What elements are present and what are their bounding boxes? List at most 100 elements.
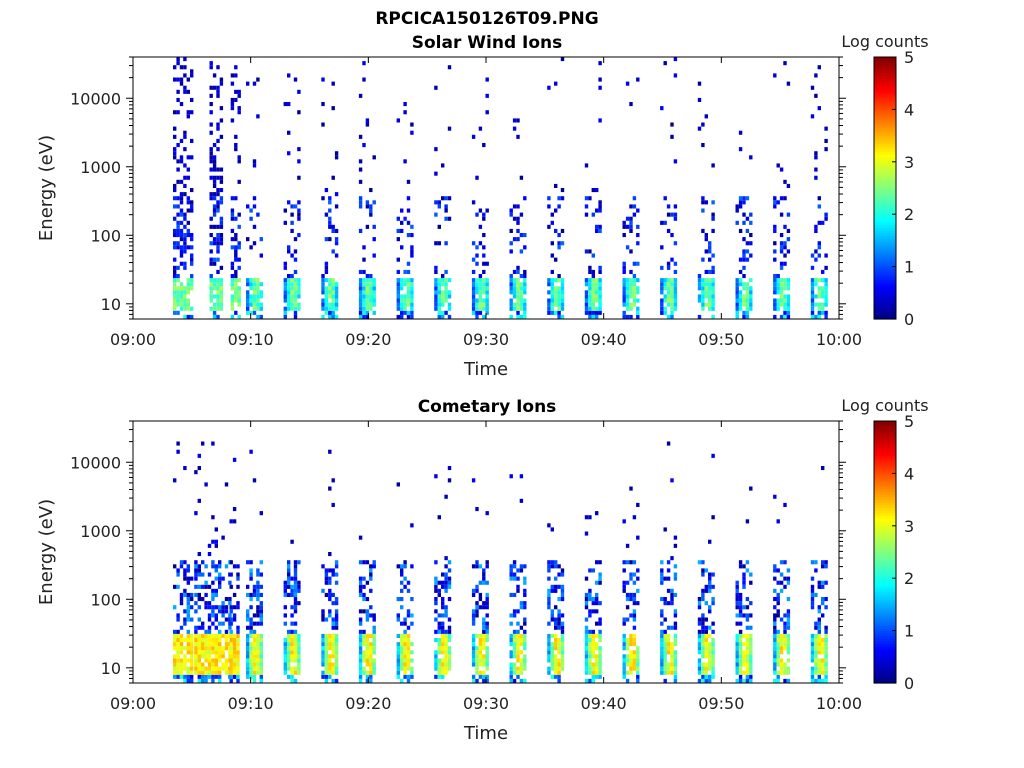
- spectrogram-cell: [234, 147, 238, 152]
- spectrogram-cell: [701, 646, 705, 651]
- spectrogram-cell: [214, 642, 218, 647]
- spectrogram-cell: [591, 638, 595, 643]
- spectrogram-cell: [331, 228, 335, 233]
- spectrogram-cell: [324, 592, 329, 597]
- spectrogram-cell: [786, 670, 791, 675]
- spectrogram-cell: [554, 662, 558, 667]
- spectrogram-cell: [786, 314, 791, 319]
- spectrogram-cell: [673, 592, 678, 597]
- colorbar-step: [874, 261, 896, 265]
- spectrogram-cell: [817, 290, 821, 295]
- spectrogram-cell: [252, 163, 257, 168]
- spectrogram-cell: [362, 576, 366, 581]
- spectrogram-cell: [437, 515, 441, 520]
- spectrogram-cell: [595, 282, 599, 287]
- spectrogram-cell: [358, 204, 363, 209]
- spectrogram-cell: [221, 613, 225, 618]
- spectrogram-cell: [403, 110, 407, 115]
- spectrogram-cell: [221, 654, 225, 659]
- spectrogram-cell: [773, 204, 777, 209]
- spectrogram-cell: [824, 560, 828, 565]
- spectrogram-cell: [598, 654, 602, 659]
- spectrogram-cell: [560, 613, 565, 618]
- spectrogram-cell: [396, 314, 400, 319]
- spectrogram-cell: [749, 658, 753, 663]
- colorbar-step: [874, 271, 896, 276]
- spectrogram-cell: [779, 233, 784, 238]
- spectrogram-cell: [209, 257, 213, 262]
- spectrogram-cell: [249, 568, 253, 573]
- spectrogram-cell: [697, 678, 702, 683]
- spectrogram-cell: [516, 310, 520, 315]
- spectrogram-cell: [283, 265, 287, 270]
- spectrogram-cell: [334, 228, 339, 233]
- spectrogram-cell: [186, 302, 190, 307]
- spectrogram-cell: [598, 601, 602, 606]
- spectrogram-cell: [554, 81, 558, 86]
- spectrogram-cell: [173, 257, 177, 262]
- spectrogram-cell: [321, 654, 325, 659]
- spectrogram-cell: [219, 237, 224, 242]
- spectrogram-cell: [362, 633, 366, 638]
- spectrogram-cell: [237, 106, 241, 111]
- spectrogram-cell: [197, 638, 201, 643]
- spectrogram-cell: [701, 302, 705, 307]
- spectrogram-cell: [588, 670, 592, 675]
- spectrogram-cell: [475, 278, 479, 283]
- spectrogram-cell: [186, 167, 190, 172]
- spectrogram-cell: [369, 208, 373, 213]
- spectrogram-cell: [400, 597, 404, 602]
- spectrogram-cell: [293, 564, 298, 569]
- spectrogram-cell: [666, 298, 671, 303]
- y-tick-label: 100: [90, 590, 121, 609]
- spectrogram-cell: [186, 592, 190, 597]
- spectrogram-cell: [673, 564, 678, 569]
- spectrogram-cell: [786, 282, 791, 287]
- spectrogram-cell: [209, 261, 213, 266]
- spectrogram-cell: [666, 265, 671, 270]
- spectrogram-cell: [485, 629, 489, 634]
- spectrogram-cell: [735, 654, 739, 659]
- spectrogram-cell: [773, 290, 777, 295]
- spectrogram-cell: [434, 294, 438, 299]
- spectrogram-cell: [660, 290, 664, 295]
- spectrogram-cell: [779, 245, 784, 250]
- spectrogram-cell: [783, 576, 787, 581]
- spectrogram-cell: [595, 278, 599, 283]
- spectrogram-cell: [547, 621, 551, 626]
- spectrogram-cell: [824, 314, 828, 319]
- spectrogram-cell: [629, 560, 633, 565]
- spectrogram-cell: [334, 237, 339, 242]
- spectrogram-cell: [334, 241, 339, 246]
- spectrogram-cell: [673, 576, 678, 581]
- spectrogram-cell: [519, 601, 524, 606]
- spectrogram-cell: [194, 625, 198, 630]
- spectrogram-cell: [523, 662, 527, 667]
- spectrogram-cell: [625, 638, 630, 643]
- spectrogram-cell: [183, 183, 187, 188]
- spectrogram-cell: [636, 502, 640, 507]
- spectrogram-cell: [246, 237, 250, 242]
- spectrogram-cell: [328, 662, 332, 667]
- spectrogram-cell: [328, 200, 332, 205]
- spectrogram-cell: [735, 310, 739, 315]
- spectrogram-cell: [406, 294, 411, 299]
- spectrogram-cell: [204, 482, 208, 487]
- spectrogram-cell: [673, 212, 678, 217]
- spectrogram-cell: [186, 564, 190, 569]
- spectrogram-cell: [773, 241, 777, 246]
- spectrogram-cell: [396, 597, 400, 602]
- spectrogram-cell: [786, 183, 791, 188]
- spectrogram-cell: [441, 597, 445, 602]
- spectrogram-cell: [236, 633, 240, 638]
- spectrogram-cell: [372, 670, 376, 675]
- spectrogram-cell: [821, 306, 825, 311]
- spectrogram-cell: [704, 282, 708, 287]
- colorbar-step: [874, 256, 896, 260]
- spectrogram-cell: [554, 183, 558, 188]
- spectrogram-cell: [358, 302, 363, 307]
- spectrogram-cell: [362, 269, 366, 274]
- spectrogram-cell: [824, 147, 828, 152]
- spectrogram-cell: [441, 282, 445, 287]
